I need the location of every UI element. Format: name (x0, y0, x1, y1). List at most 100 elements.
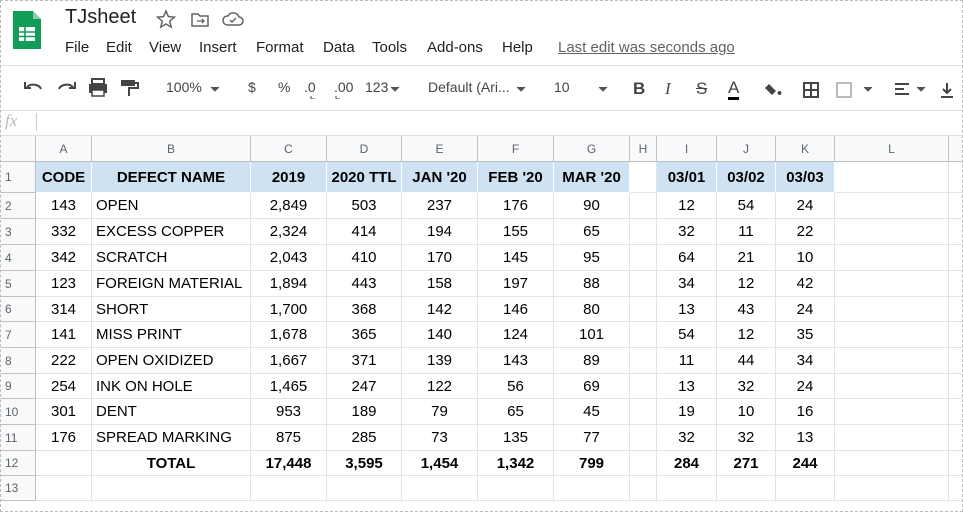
row-header[interactable]: 7 (1, 322, 36, 348)
empty-cell[interactable] (949, 322, 962, 348)
header-cell[interactable]: 2020 TTL (327, 162, 402, 193)
empty-cell[interactable] (402, 476, 478, 501)
data-cell[interactable]: MISS PRINT (92, 322, 251, 348)
empty-cell[interactable] (835, 374, 949, 399)
data-cell[interactable]: 342 (36, 245, 92, 271)
data-cell[interactable]: 32 (657, 219, 717, 245)
empty-cell[interactable] (949, 451, 962, 476)
data-cell[interactable]: 79 (402, 399, 478, 425)
data-cell[interactable]: 24 (776, 374, 835, 399)
data-cell[interactable]: 22 (776, 219, 835, 245)
data-cell[interactable]: 35 (776, 322, 835, 348)
data-cell[interactable]: 101 (554, 322, 630, 348)
menu-item[interactable]: Format (256, 39, 304, 56)
empty-cell[interactable] (835, 162, 949, 193)
row-header[interactable]: 12 (1, 451, 36, 476)
data-cell[interactable]: 2,849 (251, 193, 327, 219)
menu-item[interactable]: File (65, 39, 90, 56)
data-cell[interactable]: 158 (402, 271, 478, 297)
data-cell[interactable]: 1,894 (251, 271, 327, 297)
data-cell[interactable]: 32 (717, 374, 776, 399)
total-cell[interactable]: 17,448 (251, 451, 327, 476)
data-cell[interactable]: 24 (776, 297, 835, 322)
data-cell[interactable]: 21 (717, 245, 776, 271)
empty-cell[interactable] (630, 374, 657, 399)
data-cell[interactable]: 11 (717, 219, 776, 245)
total-cell[interactable]: 271 (717, 451, 776, 476)
empty-cell[interactable] (92, 476, 251, 501)
empty-cell[interactable] (835, 193, 949, 219)
data-cell[interactable]: INK ON HOLE (92, 374, 251, 399)
data-cell[interactable]: 155 (478, 219, 554, 245)
data-cell[interactable]: 146 (478, 297, 554, 322)
data-cell[interactable]: 142 (402, 297, 478, 322)
column-header[interactable]: A (36, 136, 92, 162)
empty-cell[interactable] (949, 297, 962, 322)
data-cell[interactable]: 194 (402, 219, 478, 245)
row-header[interactable]: 10 (1, 399, 36, 425)
menu-item[interactable]: Tools (372, 39, 408, 56)
empty-cell[interactable] (478, 476, 554, 501)
empty-cell[interactable] (630, 219, 657, 245)
row-header[interactable]: 3 (1, 219, 36, 245)
data-cell[interactable]: 332 (36, 219, 92, 245)
empty-cell[interactable] (949, 425, 962, 451)
empty-cell[interactable] (251, 476, 327, 501)
data-cell[interactable]: 90 (554, 193, 630, 219)
data-cell[interactable]: 123 (36, 271, 92, 297)
data-cell[interactable]: 176 (36, 425, 92, 451)
data-cell[interactable]: 43 (717, 297, 776, 322)
header-cell[interactable]: MAR '20 (554, 162, 630, 193)
data-cell[interactable]: 34 (657, 271, 717, 297)
row-header[interactable]: 9 (1, 374, 36, 399)
column-header[interactable]: E (402, 136, 478, 162)
menu-item[interactable]: Data (323, 39, 355, 56)
data-cell[interactable]: 1,678 (251, 322, 327, 348)
header-cell[interactable]: 03/02 (717, 162, 776, 193)
data-cell[interactable]: SPREAD MARKING (92, 425, 251, 451)
empty-cell[interactable] (835, 219, 949, 245)
doc-title[interactable]: TJsheet (65, 6, 137, 28)
empty-cell[interactable] (717, 476, 776, 501)
data-cell[interactable]: 77 (554, 425, 630, 451)
data-cell[interactable]: 1,700 (251, 297, 327, 322)
header-cell[interactable]: 03/03 (776, 162, 835, 193)
data-cell[interactable]: 65 (478, 399, 554, 425)
data-cell[interactable]: 89 (554, 348, 630, 374)
data-cell[interactable]: 141 (36, 322, 92, 348)
data-cell[interactable]: 16 (776, 399, 835, 425)
empty-cell[interactable] (630, 162, 657, 193)
menu-item[interactable]: View (149, 39, 182, 56)
data-cell[interactable]: 2,043 (251, 245, 327, 271)
row-header[interactable]: 2 (1, 193, 36, 219)
zoom[interactable]: 100% (166, 79, 202, 95)
column-header[interactable]: L (835, 136, 949, 162)
formula-bar[interactable] (1, 109, 962, 136)
data-cell[interactable]: 19 (657, 399, 717, 425)
empty-cell[interactable] (630, 399, 657, 425)
data-cell[interactable]: 953 (251, 399, 327, 425)
data-cell[interactable]: 875 (251, 425, 327, 451)
empty-cell[interactable] (630, 476, 657, 501)
data-cell[interactable]: SHORT (92, 297, 251, 322)
column-header[interactable]: F (478, 136, 554, 162)
data-cell[interactable]: 410 (327, 245, 402, 271)
data-cell[interactable]: 13 (776, 425, 835, 451)
empty-cell[interactable] (657, 476, 717, 501)
data-cell[interactable]: 64 (657, 245, 717, 271)
data-cell[interactable]: 13 (657, 297, 717, 322)
data-cell[interactable]: 189 (327, 399, 402, 425)
header-cell[interactable]: 2019 (251, 162, 327, 193)
data-cell[interactable]: 54 (717, 193, 776, 219)
data-cell[interactable]: 12 (657, 193, 717, 219)
empty-cell[interactable] (835, 451, 949, 476)
empty-cell[interactable] (36, 451, 92, 476)
percent-button[interactable]: % (278, 79, 291, 95)
data-cell[interactable]: 73 (402, 425, 478, 451)
empty-cell[interactable] (949, 399, 962, 425)
data-cell[interactable]: 247 (327, 374, 402, 399)
empty-cell[interactable] (949, 162, 962, 193)
increase-decimal[interactable]: .00 (334, 79, 354, 95)
total-cell[interactable]: 1,342 (478, 451, 554, 476)
data-cell[interactable]: 45 (554, 399, 630, 425)
